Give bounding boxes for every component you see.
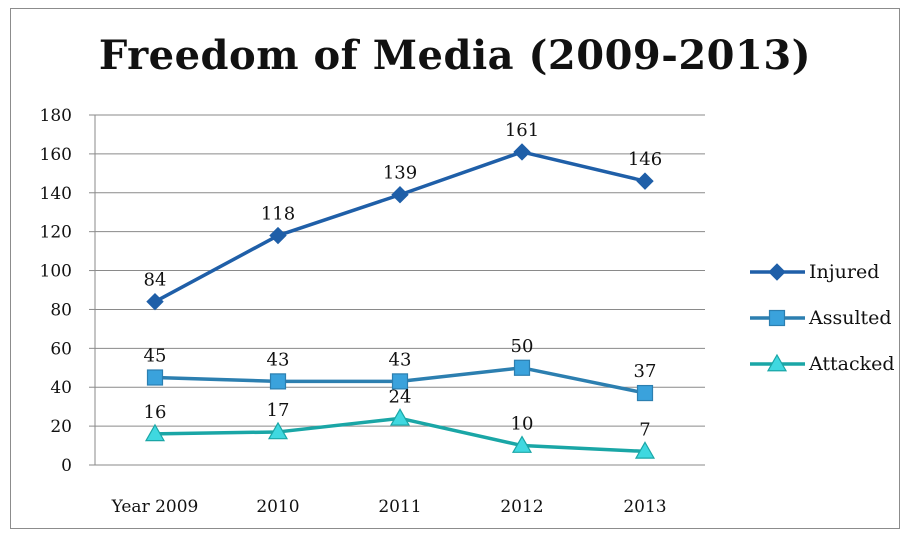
x-tick-label: 2011: [378, 497, 421, 517]
injured-marker: [391, 186, 409, 204]
y-tick-label: 180: [40, 106, 72, 126]
y-tick-label: 80: [50, 300, 72, 320]
attacked-data-label: 24: [389, 386, 412, 407]
legend-label: Attacked: [808, 353, 895, 375]
assulted-data-label: 45: [144, 346, 167, 367]
x-tick-label: 2013: [623, 497, 666, 517]
attacked-marker: [634, 441, 656, 459]
y-tick-label: 100: [40, 262, 72, 282]
y-tick-label: 160: [40, 145, 72, 165]
legend-marker: [768, 309, 786, 327]
y-tick-label: 60: [50, 339, 72, 359]
y-tick-label: 20: [50, 417, 72, 437]
x-tick-label: Year 2009: [111, 497, 199, 517]
y-tick-label: 40: [50, 378, 72, 398]
injured-data-label: 146: [628, 149, 662, 170]
attacked-data-label: 7: [639, 419, 650, 440]
assulted-marker: [513, 359, 531, 376]
legend-marker: [768, 263, 786, 281]
y-tick-label: 0: [61, 456, 72, 476]
assulted-marker: [636, 384, 654, 402]
attacked-data-label: 17: [267, 400, 290, 421]
x-tick-label: 2010: [256, 497, 299, 517]
assulted-marker: [269, 373, 287, 390]
legend-marker: [766, 353, 788, 372]
injured-marker: [269, 226, 287, 245]
assulted-marker: [146, 369, 164, 386]
attacked-data-label: 16: [144, 402, 167, 423]
injured-data-label: 118: [261, 204, 295, 225]
attacked-data-label: 10: [511, 414, 534, 435]
assulted-data-label: 43: [267, 349, 290, 370]
y-tick-label: 140: [40, 184, 72, 204]
legend-label: Injured: [809, 261, 879, 283]
injured-marker: [513, 143, 531, 161]
attacked-marker: [267, 421, 289, 440]
injured-data-label: 139: [383, 163, 417, 184]
chart-title: Freedom of Media (2009-2013): [98, 32, 812, 79]
legend-label: Assulted: [808, 307, 892, 329]
injured-marker: [146, 292, 164, 311]
x-tick-label: 2012: [500, 497, 543, 517]
injured-data-label: 161: [505, 120, 539, 141]
assulted-data-label: 50: [511, 336, 534, 357]
assulted-data-label: 37: [634, 361, 657, 382]
injured-marker: [636, 172, 654, 190]
injured-data-label: 84: [144, 270, 167, 291]
attacked-marker: [389, 408, 411, 426]
assulted-marker: [391, 373, 409, 390]
y-tick-label: 120: [40, 223, 72, 243]
attacked-marker: [511, 435, 533, 453]
attacked-marker: [144, 423, 166, 442]
chart-frame: [10, 8, 900, 529]
assulted-data-label: 43: [389, 349, 412, 370]
